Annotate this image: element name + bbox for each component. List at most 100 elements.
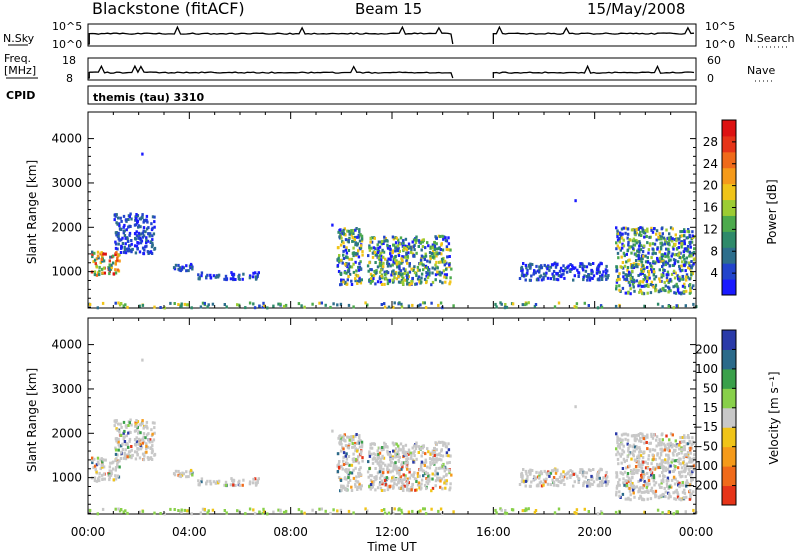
velocity-cell (647, 454, 651, 458)
velocity-cell (655, 435, 659, 439)
power-cell (368, 261, 371, 265)
velocity-cell (93, 464, 97, 468)
power-cell (114, 253, 117, 257)
velocity-cell (619, 454, 622, 458)
velocity-cell (637, 433, 640, 437)
power-cell (646, 291, 649, 295)
velocity-cell (680, 470, 683, 474)
velocity-cell (671, 443, 674, 447)
velocity-cell (527, 507, 530, 511)
velocity-cell (340, 488, 343, 492)
velocity-cell (587, 468, 591, 472)
velocity-cell (673, 497, 676, 501)
velocity-cell (382, 471, 385, 475)
velocity-cell (622, 481, 625, 485)
freq-tick-top: 18 (62, 54, 76, 67)
velocity-cell (151, 432, 154, 436)
power-cell (637, 262, 640, 266)
velocity-cell (347, 481, 350, 484)
velocity-cell (670, 485, 673, 489)
power-cell (102, 266, 106, 270)
velocity-cell (130, 448, 133, 452)
velocity-cell (434, 479, 438, 483)
velocity-cell (405, 454, 409, 458)
velocity-cell (411, 446, 414, 450)
power-cell (448, 265, 451, 269)
power-cell (672, 258, 676, 262)
velocity-cell (674, 497, 678, 501)
velocity-cell (599, 480, 602, 484)
power-cell (405, 248, 409, 252)
power-cell (445, 273, 448, 277)
power-cell (344, 233, 347, 237)
power-cell (426, 272, 429, 276)
power-cell (675, 253, 678, 257)
power-cell (632, 247, 635, 251)
power-cell (436, 272, 439, 276)
power-cell (657, 260, 660, 264)
velocity-cell (528, 472, 532, 476)
power-cell (392, 305, 395, 309)
power-cell (380, 274, 383, 278)
velocity-cell (412, 472, 415, 476)
velocity-cell (339, 449, 343, 453)
power-ylabel: Slant Range [km] (25, 160, 39, 264)
y-tick-label: 4000 (51, 132, 82, 146)
power-cell (564, 267, 567, 270)
velocity-cell (591, 476, 594, 480)
velocity-cell (93, 479, 97, 483)
velocity-cell (616, 483, 620, 487)
velocity-cell (637, 490, 640, 494)
power-cell (347, 262, 351, 266)
power-cell (415, 235, 418, 239)
velocity-cell (99, 467, 102, 471)
velocity-cell (688, 497, 692, 501)
power-cell (93, 251, 96, 255)
power-cell (632, 266, 636, 269)
velocity-cell (631, 445, 635, 449)
power-cell (656, 256, 659, 260)
velocity-cell (257, 477, 260, 481)
power-cell (229, 277, 233, 281)
velocity-cell (522, 479, 526, 483)
velocity-cell (642, 484, 645, 488)
power-cell (381, 240, 384, 243)
velocity-cell (664, 466, 668, 470)
velocity-cell (413, 471, 416, 475)
velocity-cell (624, 432, 627, 436)
velocity-cell (141, 452, 145, 456)
power-cell (413, 265, 416, 269)
power-cell (145, 238, 148, 242)
power-cell (641, 264, 645, 268)
velocity-cell (369, 474, 372, 477)
colorbar-swatch (722, 427, 736, 448)
velocity-cell (447, 448, 451, 452)
power-cell (683, 239, 686, 243)
power-cell (674, 233, 677, 237)
power-cell (658, 277, 661, 281)
power-cell (616, 238, 620, 242)
velocity-cell (399, 475, 403, 479)
velocity-cell (402, 447, 405, 451)
power-cell (95, 264, 98, 268)
velocity-cell (674, 439, 677, 443)
velocity-cell (688, 458, 692, 462)
power-cell (625, 275, 629, 279)
velocity-cell (659, 453, 663, 457)
power-cell (525, 302, 528, 306)
velocity-cell (350, 485, 353, 489)
velocity-cell (118, 430, 121, 434)
velocity-cell (685, 462, 688, 466)
power-cell (615, 241, 618, 245)
power-cell (622, 226, 625, 230)
velocity-cell (116, 428, 119, 432)
velocity-cell (369, 483, 373, 486)
velocity-cell (641, 432, 644, 436)
power-cell (578, 265, 582, 268)
power-cell (98, 269, 101, 273)
velocity-cell (628, 452, 631, 456)
power-cell (637, 254, 640, 257)
velocity-cell (524, 479, 528, 483)
velocity-cell (428, 466, 432, 470)
velocity-cell (352, 511, 355, 515)
